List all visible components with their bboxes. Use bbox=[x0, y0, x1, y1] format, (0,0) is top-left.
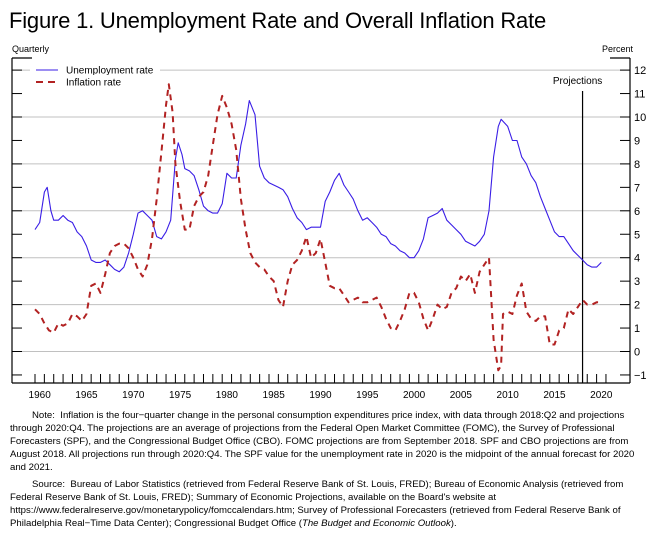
projection-annotation: Projections bbox=[548, 74, 607, 383]
y-tick-label: 5 bbox=[634, 229, 640, 241]
x-tick-label: 2015 bbox=[543, 390, 566, 401]
y-tick-label: −1 bbox=[634, 370, 647, 382]
legend-bg bbox=[30, 75, 160, 87]
projection-label-bg bbox=[548, 74, 607, 87]
projection-label: Projections bbox=[553, 76, 602, 87]
source-end: ). bbox=[450, 518, 457, 529]
source-paragraph: Source: Bureau of Labor Statistics (retr… bbox=[10, 478, 650, 530]
y-tick-label: 1 bbox=[634, 323, 640, 335]
y-tick-label: 10 bbox=[634, 112, 646, 124]
legend-label: Unemployment rate bbox=[66, 66, 154, 77]
chart-title: Figure 1. Unemployment Rate and Overall … bbox=[9, 8, 547, 33]
x-tick-label: 1965 bbox=[75, 390, 98, 401]
x-tick-labels: 1960 1965 1970 1975 1980 1985 1990 1995 2000 2005… bbox=[29, 390, 613, 401]
unemployment-rate-line bbox=[34, 100, 602, 273]
x-tick-label: 2005 bbox=[450, 390, 473, 401]
axes bbox=[11, 57, 631, 384]
source-text: Bureau of Labor Statistics (retrieved fr… bbox=[10, 479, 624, 529]
x-tick-label: 2020 bbox=[590, 390, 613, 401]
y-tick-label: 9 bbox=[634, 135, 640, 147]
series-lines bbox=[34, 83, 602, 372]
y-tick-label: 8 bbox=[634, 159, 640, 171]
y-tick-label: 3 bbox=[634, 276, 640, 288]
y-tick-label: 4 bbox=[634, 253, 640, 265]
x-tick-label: 2010 bbox=[497, 390, 520, 401]
x-tick-label: 1960 bbox=[29, 390, 52, 401]
x-tick-label: 1975 bbox=[169, 390, 192, 401]
y-tick-label: 6 bbox=[634, 206, 640, 218]
x-tick-label: 2000 bbox=[403, 390, 426, 401]
source-publication: The Budget and Economic Outlook bbox=[301, 518, 451, 529]
inflation-rate-line bbox=[34, 83, 602, 372]
y-tick-label: 7 bbox=[634, 182, 640, 194]
y-tick-label: 2 bbox=[634, 300, 640, 312]
gridlines bbox=[12, 69, 630, 352]
y-tick-label: 11 bbox=[634, 89, 645, 101]
note-label: Note: bbox=[32, 410, 55, 421]
note-paragraph: Note: Inflation is the four−quarter chan… bbox=[10, 409, 650, 474]
x-tick-label: 1990 bbox=[309, 390, 332, 401]
x-tick-label: 1995 bbox=[356, 390, 379, 401]
legend-label: Inflation rate bbox=[66, 78, 121, 89]
y-tick-label: 0 bbox=[634, 347, 640, 359]
note-text: Inflation is the four−quarter change in … bbox=[10, 410, 635, 473]
notes: Note: Inflation is the four−quarter chan… bbox=[10, 409, 650, 534]
frequency-label: Quarterly bbox=[12, 44, 50, 54]
source-label: Source: bbox=[32, 479, 66, 490]
legend-bg bbox=[30, 63, 160, 75]
x-tick-label: 1970 bbox=[122, 390, 145, 401]
x-tick-label: 1985 bbox=[263, 390, 286, 401]
x-tick-label: 1980 bbox=[216, 390, 239, 401]
y-tick-label: 12 bbox=[634, 65, 646, 77]
unit-label: Percent bbox=[601, 44, 633, 54]
